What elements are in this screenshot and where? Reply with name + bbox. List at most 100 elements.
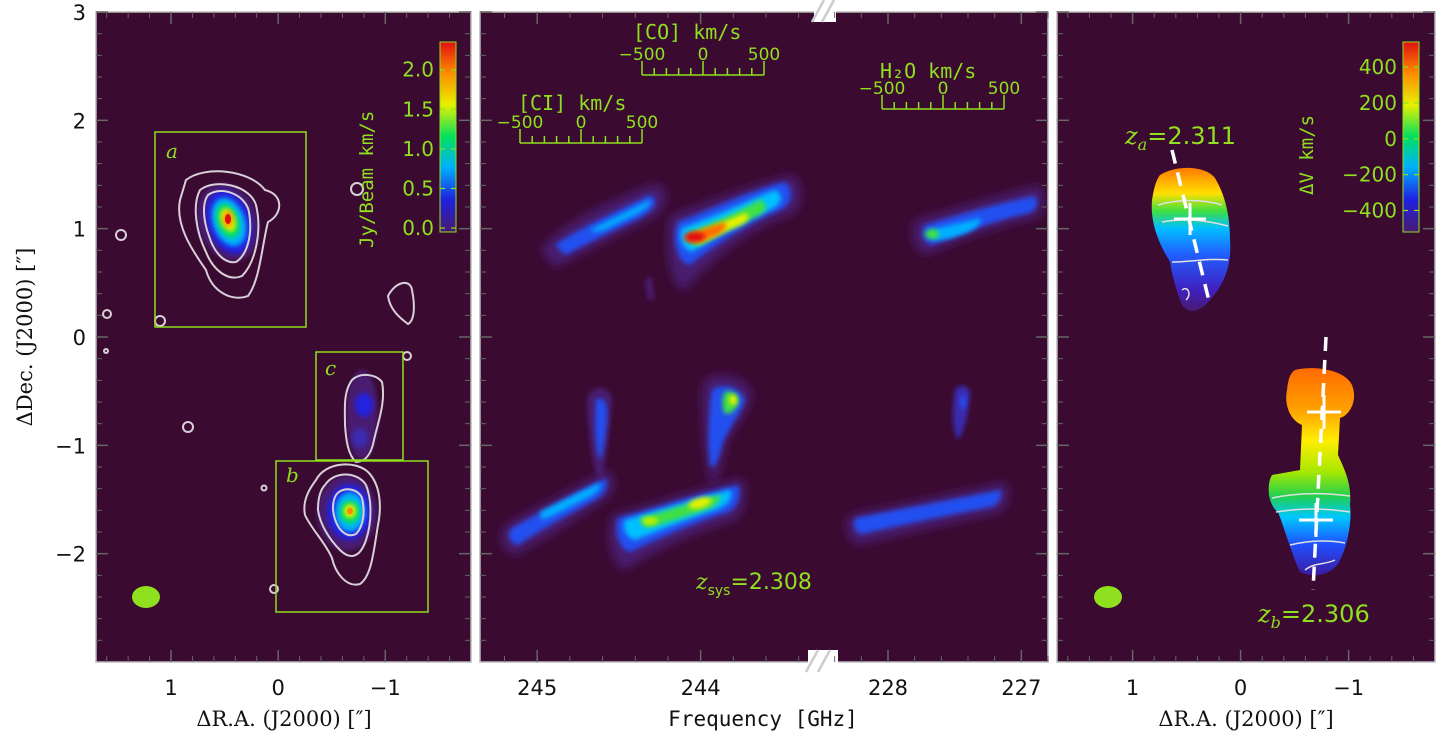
colorbar-left-label: Jy/Beam km/s (356, 111, 378, 248)
axis-break-marks (804, 0, 838, 675)
colorbar-right-ticks: 400 200 0 −200 −400 (1342, 55, 1419, 222)
contours (102, 170, 415, 594)
y-axis-title: ΔDec. (J2000) [″] (13, 248, 37, 427)
left-panel: a c b 2.0 1.5 1.0 0.5 0.0 Jy/Beam km/s 3 2 1 0 −… (55, 1, 472, 700)
velocity-scale-label-0-1: 0 (576, 113, 587, 133)
upper-band-ci (540, 184, 667, 300)
box-c (315, 351, 404, 461)
colorbar-right-label: ΔV km/s (1296, 115, 1318, 195)
left-x-tick-label-2: −1 (370, 676, 401, 700)
box-label-a: a (166, 139, 178, 163)
middle-axes: 245 244 228 227 (480, 11, 1049, 700)
y-tick-label-5: −2 (55, 543, 86, 567)
middle-x-axis-title: Frequency [GHz] (668, 707, 858, 731)
velocity-scale-label-0-2: 500 (626, 113, 658, 133)
velocity-scales: −500 0 500 −500 0 500 −500 0 500 (497, 45, 1020, 144)
systemic-redshift-label: zsys=2.308 (695, 570, 812, 599)
co-velocity-scale: −500 0 500 (619, 45, 780, 76)
beam-ellipse-right (1094, 586, 1122, 608)
left-x-tick-label-0: 1 (164, 676, 177, 700)
velocity-contours (1157, 199, 1351, 571)
colorbar-left: 2.0 1.5 1.0 0.5 0.0 Jy/Beam km/s (356, 41, 457, 248)
contour-noise-2 (115, 229, 127, 241)
contour-noise-1 (386, 281, 415, 326)
middle-x-tick-label-1: 244 (681, 676, 721, 700)
region-boxes (154, 131, 429, 613)
right-x-tick-label-2: −1 (1333, 676, 1364, 700)
contour-b-outer (303, 463, 381, 586)
major-axis-b (1311, 336, 1328, 591)
colorbar-right-tick-label-0: 400 (1359, 55, 1397, 79)
right-x-tick-label-0: 1 (1126, 676, 1139, 700)
colorbar-right-gradient (1402, 41, 1420, 233)
contour-a-outer (178, 170, 281, 299)
velocity-scale-label-2-1: 0 (938, 79, 949, 99)
colorbar-right-tick-label-1: 200 (1359, 91, 1397, 115)
velocity-scale-label-2-0: −500 (859, 79, 906, 99)
h2o-velocity-scale: −500 0 500 (859, 79, 1020, 110)
colorbar-left-tick-label-1: 1.5 (402, 97, 434, 121)
middle-x-tick-label-0: 245 (517, 676, 557, 700)
upper-band-co (667, 175, 802, 290)
redshift-label-a: za=2.311 (1124, 122, 1236, 154)
spectral-emission (501, 175, 1045, 570)
contour-noise-8 (269, 584, 279, 594)
right-x-axis-title: ΔR.A. (J2000) [″] (1158, 707, 1333, 731)
velocity-scale-label-1-0: −500 (619, 45, 666, 65)
y-tick-label-3: 0 (73, 326, 86, 350)
contour-noise-5 (102, 309, 112, 319)
y-tick-label-4: −1 (55, 434, 86, 458)
colorbar-right-tick-label-4: −400 (1342, 198, 1397, 222)
contour-noise-7 (182, 421, 194, 433)
source-b (317, 475, 377, 551)
right-panel-background (1057, 12, 1435, 662)
colorbar-left-gradient (439, 41, 457, 233)
lower-band-ci (501, 388, 614, 555)
colorbar-left-tick-label-3: 0.5 (402, 176, 434, 200)
colorbar-right: 400 200 0 −200 −400 ΔV km/s (1296, 41, 1420, 233)
lower-band-h2o (846, 385, 1009, 545)
velocity-scale-label-2-2: 500 (988, 79, 1020, 99)
velocity-scale-label-0-0: −500 (497, 113, 544, 133)
right-axes: 1 0 −1 (1057, 11, 1435, 700)
beam-ellipse (132, 586, 160, 608)
y-tick-label-1: 2 (73, 109, 86, 133)
velocity-scale-label-1-2: 500 (748, 45, 780, 65)
box-label-b: b (286, 463, 299, 487)
left-axes: 3 2 1 0 −1 −2 1 0 −1 (55, 1, 471, 700)
middle-x-tick-label-2: 228 (868, 676, 908, 700)
ci-velocity-scale: −500 0 500 (497, 113, 658, 144)
left-x-axis-title: ΔR.A. (J2000) [″] (196, 707, 371, 731)
velocity-field-a (1151, 167, 1231, 312)
velocity-field-b (1268, 368, 1355, 576)
source-c (346, 370, 378, 460)
redshift-label-b: zb=2.306 (1257, 600, 1370, 632)
contour-b-mid (316, 473, 372, 557)
velocity-field (1151, 167, 1355, 576)
y-tick-label-2: 1 (73, 218, 86, 242)
colorbar-left-tick-label-4: 0.0 (402, 216, 434, 240)
contour-noise-9 (103, 348, 109, 354)
contour-a-mid (194, 183, 260, 279)
ci-scale-label: [CI] km/s (518, 91, 626, 115)
co-scale-label: [CO] km/s (633, 20, 741, 44)
left-panel-background (96, 12, 471, 662)
right-x-tick-label-1: 0 (1234, 676, 1247, 700)
left-x-tick-label-1: 0 (271, 676, 284, 700)
colorbar-left-ticks: 2.0 1.5 1.0 0.5 0.0 (402, 58, 456, 240)
upper-band-h2o (912, 185, 1045, 255)
y-tick-label-0: 3 (73, 1, 86, 25)
colorbar-right-tick-label-3: −200 (1342, 163, 1397, 187)
contour-b-inner (332, 488, 365, 537)
colorbar-left-tick-label-2: 1.0 (402, 137, 434, 161)
h2o-scale-label: H₂O km/s (880, 59, 976, 83)
middle-panel-background (480, 12, 1048, 662)
contour-noise-10 (260, 484, 268, 492)
middle-x-tick-label-3: 227 (1001, 676, 1041, 700)
contour-noise-3 (350, 182, 364, 196)
contour-c (343, 374, 384, 464)
lower-band-co (608, 374, 752, 570)
contour-a-inner (203, 190, 252, 264)
box-a (154, 131, 307, 328)
